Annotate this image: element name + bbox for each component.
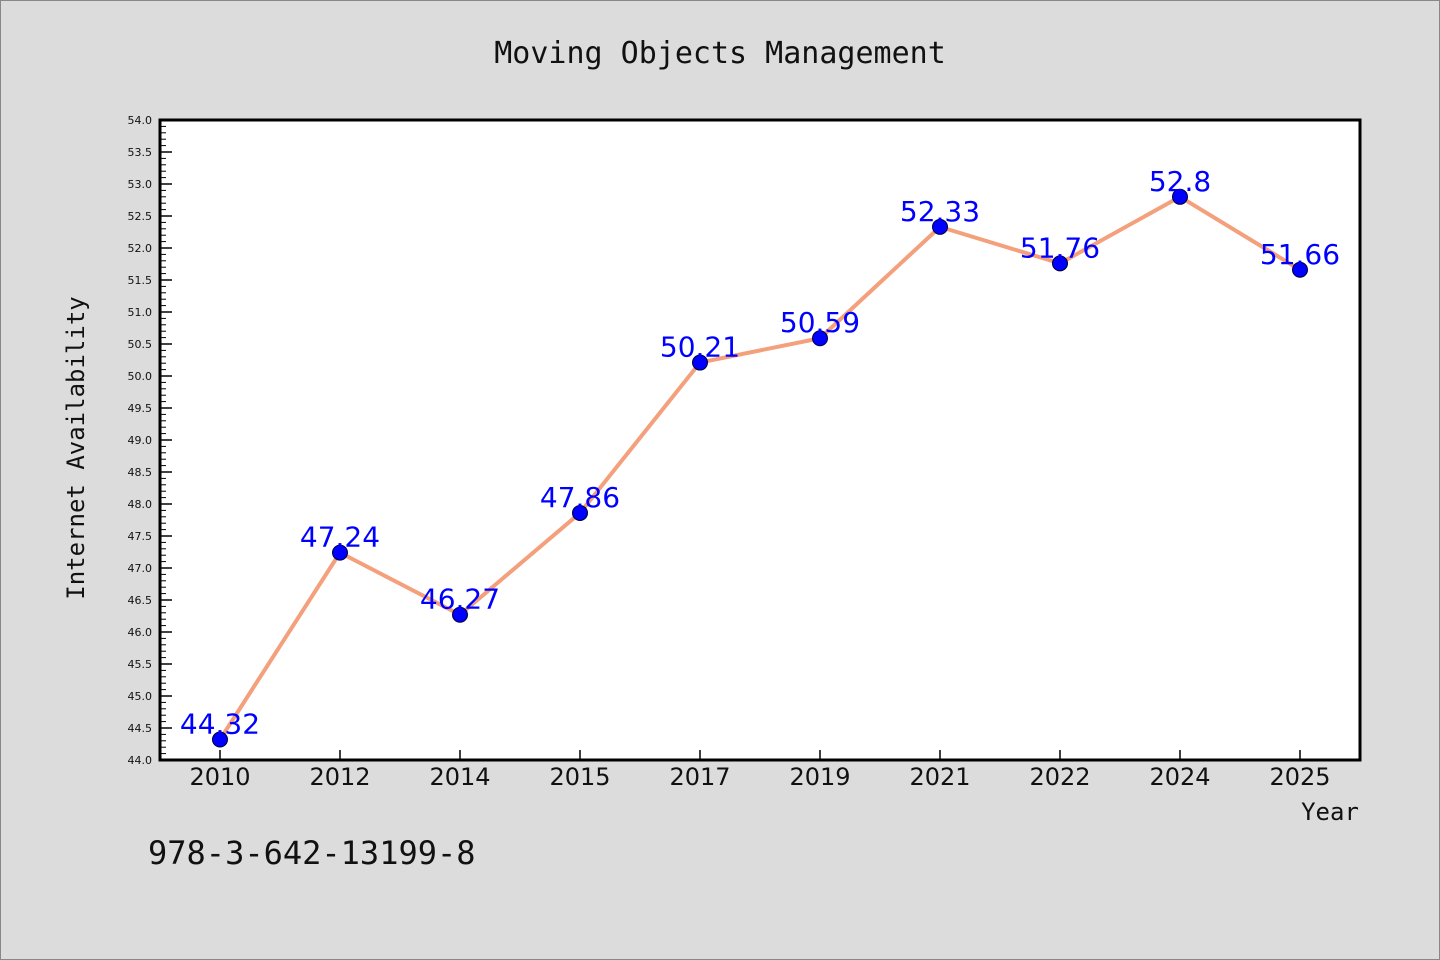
- y-tick-label: 52.5: [128, 210, 153, 223]
- y-tick-label: 53.0: [128, 178, 153, 191]
- y-tick-label: 54.0: [128, 114, 153, 127]
- plot-frame: [158, 118, 1362, 762]
- y-tick-label: 45.0: [128, 690, 153, 703]
- data-point: [1292, 261, 1308, 278]
- data-point: [692, 354, 708, 371]
- y-tick-label: 45.5: [128, 658, 153, 671]
- y-tick-label: 49.5: [128, 402, 153, 415]
- y-tick-label: 51.0: [128, 306, 153, 319]
- data-label: 50.21: [660, 331, 740, 364]
- data-label: 52.8: [1149, 165, 1211, 198]
- data-labels: 44.32 47.24 46.27 47.86 50.21 50.59 52.33 51.76…: [180, 165, 1340, 741]
- x-tick-label: 2022: [1029, 763, 1090, 791]
- y-tick-label: 48.0: [128, 498, 153, 511]
- data-label: 47.86: [540, 481, 620, 514]
- data-point: [812, 330, 828, 347]
- x-tick-label: 2012: [309, 763, 370, 791]
- data-label: 50.59: [780, 306, 860, 339]
- data-label: 52.33: [900, 195, 980, 228]
- y-tick-label: 47.0: [128, 562, 153, 575]
- data-point: [1052, 255, 1068, 272]
- data-label: 47.24: [300, 521, 380, 554]
- y-tick-label: 49.0: [128, 434, 153, 447]
- chart-title: Moving Objects Management: [494, 36, 946, 71]
- y-tick-label: 50.5: [128, 338, 153, 351]
- x-tick-label: 2019: [789, 763, 850, 791]
- y-tick-label: 50.0: [128, 370, 153, 383]
- data-point: [452, 606, 468, 623]
- data-label: 46.27: [420, 583, 500, 616]
- x-tick-label: 2017: [669, 763, 730, 791]
- data-point: [1172, 188, 1188, 205]
- y-axis: 44.0 44.5 45.0 45.5 46.0 46.5 47.0 47.5 48.0 48.5…: [128, 114, 172, 767]
- y-axis-label: Internet Availability: [62, 296, 90, 599]
- x-tick-label: 2010: [189, 763, 250, 791]
- y-tick-label: 48.5: [128, 466, 153, 479]
- y-tick-label: 44.5: [128, 722, 153, 735]
- x-tick-label: 2015: [549, 763, 610, 791]
- y-tick-label: 46.5: [128, 594, 153, 607]
- series-markers: [212, 188, 1308, 748]
- data-point: [572, 504, 588, 521]
- data-label: 51.66: [1260, 238, 1340, 271]
- y-tick-label: 52.0: [128, 242, 153, 255]
- data-point: [212, 731, 228, 748]
- isbn-annotation: 978-3-642-13199-8: [148, 834, 476, 872]
- x-tick-label: 2024: [1149, 763, 1210, 791]
- data-point: [932, 218, 948, 235]
- x-tick-label: 2021: [909, 763, 970, 791]
- y-tick-label: 47.5: [128, 530, 153, 543]
- x-tick-label: 2014: [429, 763, 490, 791]
- data-label: 44.32: [180, 708, 260, 741]
- y-tick-label: 46.0: [128, 626, 153, 639]
- plot-area: [160, 120, 1360, 760]
- x-tick-label: 2025: [1269, 763, 1330, 791]
- y-tick-label: 44.0: [128, 754, 153, 767]
- data-label: 51.76: [1020, 231, 1100, 264]
- series-line: [218, 194, 1302, 742]
- x-axis-label: Year: [1301, 798, 1359, 826]
- y-tick-label: 51.5: [128, 274, 153, 287]
- x-axis: 2010 2012 2014 2015 2017 2019 2021 2022 2024 2025: [189, 750, 1331, 791]
- y-tick-label: 53.5: [128, 146, 153, 159]
- data-point: [332, 544, 348, 561]
